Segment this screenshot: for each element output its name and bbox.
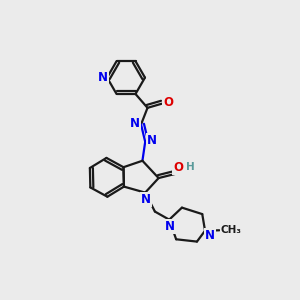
Text: O: O bbox=[163, 96, 173, 109]
Text: O: O bbox=[173, 161, 183, 174]
Text: N: N bbox=[147, 134, 157, 147]
Text: N: N bbox=[98, 71, 108, 84]
Text: N: N bbox=[141, 193, 151, 206]
Text: H: H bbox=[186, 162, 194, 172]
Text: N: N bbox=[165, 220, 175, 232]
Text: CH₃: CH₃ bbox=[220, 225, 242, 235]
Text: N: N bbox=[147, 134, 157, 147]
Text: N: N bbox=[130, 117, 140, 130]
Text: N: N bbox=[205, 229, 215, 242]
